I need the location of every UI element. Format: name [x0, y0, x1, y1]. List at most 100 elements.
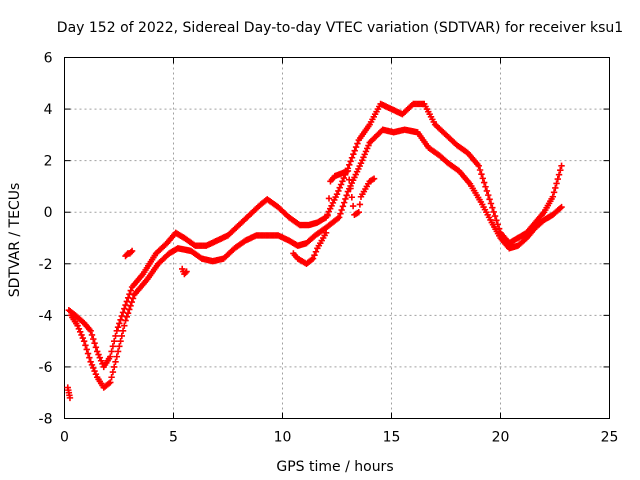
data-point-marker	[84, 350, 92, 357]
data-point-marker	[356, 201, 364, 208]
data-point-marker	[119, 327, 127, 335]
data-point-marker	[335, 187, 342, 195]
data-point-marker	[107, 379, 114, 386]
data-point-marker	[338, 206, 345, 214]
data-point-marker	[550, 189, 558, 196]
data-point-marker	[113, 353, 121, 360]
x-tick-label: 5	[169, 430, 178, 446]
data-point-marker	[127, 302, 134, 309]
data-point-marker	[476, 166, 484, 174]
data-point-marker	[558, 162, 565, 169]
data-point-marker	[121, 322, 128, 329]
data-point-marker	[325, 195, 333, 202]
data-point-marker	[486, 196, 493, 203]
x-tick-label: 0	[60, 430, 69, 446]
data-point-marker	[349, 202, 357, 210]
data-point-marker	[117, 337, 124, 345]
data-point-marker	[337, 210, 344, 217]
data-point-marker	[128, 247, 136, 255]
data-point-marker	[324, 212, 331, 219]
data-point-marker	[112, 358, 119, 365]
data-point-marker	[482, 183, 489, 190]
data-point-marker	[558, 203, 565, 211]
tick-layer: 0 5 10 15 20 25 -8 -6 -4 -2 0 2 4 6	[39, 51, 619, 446]
data-point-marker	[74, 322, 81, 329]
data-point-marker	[311, 251, 318, 259]
data-point-marker	[489, 204, 496, 211]
data-point-marker	[364, 145, 371, 152]
data-point-marker	[346, 161, 353, 169]
data-point-marker	[491, 212, 499, 220]
data-point-marker	[94, 348, 101, 355]
x-tick-label: 15	[383, 430, 401, 446]
data-point-marker	[126, 306, 133, 313]
data-point-marker	[129, 295, 137, 302]
data-point-marker	[105, 380, 113, 387]
data-point-marker	[114, 348, 122, 355]
plot-frame	[64, 57, 610, 419]
data-point-marker	[66, 394, 74, 402]
data-point-marker	[350, 150, 357, 158]
data-point-marker	[479, 175, 486, 182]
data-point-marker	[322, 229, 330, 237]
data-point-marker	[97, 357, 105, 364]
data-point-marker	[335, 214, 343, 221]
data-point-marker	[340, 174, 348, 182]
data-point-marker	[333, 190, 341, 198]
data-point-marker	[557, 204, 564, 212]
data-point-marker	[493, 217, 500, 224]
marker-layer	[64, 100, 565, 402]
data-point-marker	[107, 353, 114, 360]
y-tick-label: -8	[39, 412, 53, 428]
data-point-marker	[75, 325, 83, 332]
data-point-marker	[183, 268, 190, 275]
y-tick-label: -2	[39, 257, 53, 273]
data-point-marker	[354, 140, 361, 147]
data-point-marker	[357, 160, 365, 167]
data-point-marker	[553, 180, 560, 187]
data-point-marker	[485, 191, 492, 199]
x-axis-label: GPS time / hours	[276, 459, 393, 475]
data-point-marker	[478, 170, 485, 178]
data-point-marker	[116, 320, 123, 327]
data-point-marker	[483, 187, 491, 195]
data-point-marker	[549, 193, 557, 200]
y-tick-label: -6	[39, 360, 53, 376]
data-point-marker	[82, 342, 89, 349]
x-tick-label: 10	[274, 430, 292, 446]
data-point-marker	[88, 361, 96, 369]
data-point-marker	[490, 208, 497, 216]
data-point-marker	[78, 331, 85, 339]
data-point-marker	[91, 367, 98, 375]
data-point-marker	[108, 348, 115, 355]
data-point-marker	[351, 147, 358, 154]
data-point-marker	[347, 158, 354, 165]
data-point-marker	[362, 148, 370, 155]
data-point-marker	[342, 195, 349, 203]
data-point-marker	[122, 317, 129, 324]
y-tick-label: 0	[44, 205, 53, 221]
data-point-marker	[339, 203, 347, 210]
data-point-marker	[334, 215, 342, 222]
data-point-marker	[352, 143, 360, 151]
data-point-marker	[359, 157, 366, 164]
data-point-marker	[365, 142, 372, 149]
data-point-marker	[88, 331, 96, 339]
data-point-marker	[90, 335, 97, 343]
y-axis-label: SDTVAR / TECUs	[7, 183, 23, 298]
y-tick-label: 4	[44, 102, 53, 118]
data-point-marker	[340, 199, 348, 206]
y-tick-label: -4	[39, 308, 53, 324]
data-point-marker	[116, 343, 123, 350]
data-point-marker	[487, 200, 495, 207]
data-point-marker	[95, 351, 102, 358]
data-point-marker	[475, 162, 482, 169]
data-point-marker	[86, 354, 93, 361]
data-point-marker	[360, 154, 367, 161]
data-point-marker	[128, 298, 135, 306]
data-point-marker	[124, 309, 132, 317]
data-point-marker	[114, 323, 122, 331]
data-point-marker	[339, 178, 346, 185]
data-point-marker	[109, 343, 117, 350]
